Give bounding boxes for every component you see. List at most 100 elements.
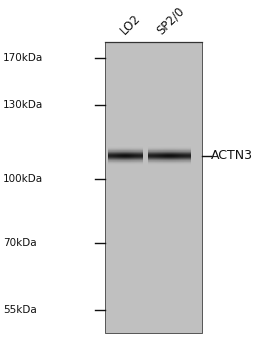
Bar — [111, 160, 112, 161]
Bar — [131, 161, 132, 162]
Bar — [148, 163, 149, 164]
Bar — [179, 153, 180, 154]
Bar — [183, 164, 184, 165]
Bar — [175, 163, 176, 164]
Bar — [128, 156, 129, 157]
Bar — [131, 153, 132, 154]
Bar — [137, 151, 138, 152]
Bar — [126, 155, 127, 156]
Bar — [141, 155, 142, 156]
Bar — [116, 153, 117, 154]
Bar — [158, 153, 159, 154]
Bar — [161, 146, 162, 147]
Bar — [142, 155, 143, 156]
Bar — [162, 151, 163, 152]
Bar — [179, 161, 180, 162]
Bar — [137, 151, 138, 152]
Bar — [180, 153, 181, 154]
Bar — [156, 152, 157, 153]
Bar — [168, 161, 169, 162]
Bar — [115, 163, 116, 164]
Bar — [116, 161, 117, 162]
Bar — [133, 160, 134, 161]
Bar — [182, 145, 183, 146]
Bar — [189, 156, 190, 157]
Bar — [120, 161, 121, 162]
Bar — [177, 147, 178, 148]
Bar — [117, 155, 118, 156]
Bar — [153, 159, 154, 160]
Bar — [160, 150, 161, 151]
Bar — [133, 158, 134, 159]
Bar — [160, 153, 161, 154]
Bar — [177, 157, 178, 158]
Bar — [160, 163, 161, 164]
Bar — [149, 150, 150, 151]
Bar — [154, 155, 155, 156]
Bar — [188, 145, 189, 146]
Bar — [142, 154, 143, 155]
Bar — [120, 163, 121, 164]
Bar — [141, 159, 142, 160]
Bar — [120, 149, 121, 150]
Bar — [160, 151, 161, 152]
Bar — [160, 146, 161, 147]
Bar — [123, 163, 124, 164]
Bar — [164, 151, 165, 152]
Bar — [172, 158, 173, 159]
Bar — [124, 150, 125, 151]
Bar — [141, 157, 142, 158]
Bar — [114, 153, 115, 154]
Bar — [135, 163, 136, 164]
Bar — [181, 154, 182, 155]
Bar — [117, 152, 118, 153]
Bar — [132, 148, 133, 149]
Bar — [132, 157, 133, 158]
Bar — [177, 162, 178, 163]
Bar — [189, 164, 190, 165]
Bar — [113, 161, 114, 162]
Bar — [180, 155, 181, 156]
Bar — [150, 151, 151, 152]
Bar — [178, 146, 179, 147]
Bar — [172, 151, 173, 152]
Bar — [141, 153, 142, 154]
Bar — [157, 152, 158, 153]
Bar — [166, 159, 167, 160]
Bar — [151, 145, 152, 146]
Bar — [121, 149, 122, 150]
Bar — [163, 151, 164, 152]
Bar — [158, 162, 159, 163]
Bar — [141, 159, 142, 160]
Bar — [150, 149, 151, 150]
Bar — [108, 161, 109, 162]
Bar — [164, 146, 165, 147]
Bar — [122, 164, 123, 165]
Bar — [135, 146, 136, 147]
Bar — [180, 163, 181, 164]
Bar — [179, 164, 180, 165]
Bar — [149, 156, 150, 157]
Bar — [167, 161, 168, 162]
Bar — [180, 164, 181, 165]
Bar — [114, 155, 115, 156]
Bar — [121, 155, 122, 156]
Bar — [154, 150, 155, 151]
Bar — [189, 149, 190, 150]
Bar — [162, 161, 163, 162]
Bar — [122, 145, 123, 146]
Bar — [157, 157, 158, 158]
Bar — [170, 146, 171, 147]
Bar — [121, 152, 122, 153]
Bar — [141, 146, 142, 147]
Bar — [131, 162, 132, 163]
Bar — [149, 151, 150, 152]
Bar — [181, 151, 182, 152]
Bar — [170, 164, 171, 165]
Bar — [180, 157, 181, 158]
Bar — [160, 153, 161, 154]
Bar — [116, 157, 117, 158]
Bar — [142, 157, 143, 158]
Bar — [172, 160, 173, 161]
Bar — [127, 165, 128, 166]
